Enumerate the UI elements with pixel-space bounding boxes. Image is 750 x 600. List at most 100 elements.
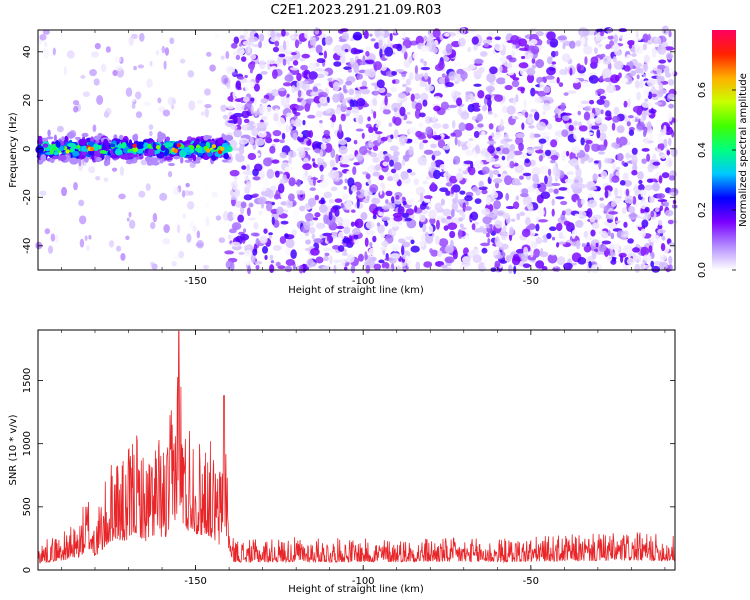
heatmap-cell (656, 193, 666, 199)
heatmap-cell (592, 214, 602, 220)
heatmap-cell (460, 261, 471, 267)
heatmap-cell (243, 194, 253, 201)
heatmap-cell (592, 173, 598, 182)
heatmap-cell (161, 45, 166, 54)
heatmap-cell (330, 248, 335, 252)
heatmap-cell (66, 50, 75, 59)
heatmap-cell (147, 148, 155, 156)
heatmap-cell (262, 177, 270, 188)
heatmap-cell (244, 102, 253, 110)
heatmap-cell (253, 83, 260, 92)
heatmap-cell (329, 159, 335, 167)
heatmap-cell (357, 253, 364, 262)
heatmap-cell (523, 98, 527, 109)
heatmap-cell (119, 153, 129, 160)
heatmap-cell (152, 212, 158, 223)
heatmap-cell (643, 54, 650, 64)
heatmap-cell (430, 143, 437, 149)
heatmap-cell (530, 251, 534, 258)
heatmap-cell (368, 139, 372, 148)
heatmap-cell (143, 101, 152, 106)
heatmap-cell (275, 116, 286, 127)
heatmap-cell (453, 91, 462, 96)
heatmap-cell (274, 40, 280, 47)
heatmap-cell (401, 245, 405, 256)
heatmap-cell (94, 149, 102, 157)
heatmap-cell (333, 259, 341, 264)
heatmap-cell (647, 91, 653, 100)
heatmap-cell (278, 44, 288, 53)
heatmap-cell (444, 245, 454, 254)
heatmap-cell (335, 263, 343, 270)
colorbar-tick-label: 0.0 (697, 262, 708, 278)
heatmap-cell (268, 232, 273, 236)
heatmap-cell (576, 63, 582, 71)
heatmap-cell (393, 161, 402, 171)
heatmap-cell (360, 211, 368, 221)
x-tick-label: -150 (184, 276, 207, 287)
heatmap-cell (194, 139, 200, 145)
heatmap-cell (224, 134, 234, 142)
heatmap-cell (664, 209, 674, 217)
x-tick-label: -100 (352, 276, 375, 287)
heatmap-cell (247, 43, 251, 54)
heatmap-cell (418, 240, 425, 248)
heatmap-cell (280, 220, 289, 225)
heatmap-cell (385, 190, 393, 197)
heatmap-cell (333, 61, 342, 67)
heatmap-cell (254, 110, 258, 117)
heatmap-cell (105, 46, 111, 53)
heatmap-cell (560, 200, 568, 206)
heatmap-cell (625, 153, 630, 158)
heatmap-cell (593, 47, 598, 55)
heatmap-cell (511, 256, 521, 266)
heatmap-cell (294, 118, 302, 127)
heatmap-cell (272, 245, 282, 251)
heatmap-cell (483, 258, 487, 268)
heatmap-cell (611, 252, 616, 257)
heatmap-cell (657, 142, 665, 151)
heatmap-cell (394, 265, 402, 270)
heatmap-cell (526, 239, 531, 245)
heatmap-cell (481, 130, 486, 137)
heatmap-cell (367, 116, 371, 122)
heatmap-cell (535, 31, 544, 37)
heatmap-cell (552, 165, 557, 176)
heatmap-cell (230, 241, 241, 247)
heatmap-cell (533, 146, 544, 150)
heatmap-cell (551, 182, 561, 187)
heatmap-cell (651, 48, 657, 58)
heatmap-cell (660, 243, 666, 252)
heatmap-cell (149, 130, 153, 137)
heatmap-cell (575, 167, 582, 178)
heatmap-cell (336, 50, 346, 57)
heatmap-cell (432, 169, 441, 180)
heatmap-cell (654, 102, 663, 106)
heatmap-cell (404, 236, 414, 241)
heatmap-cell (291, 229, 297, 236)
heatmap-cell (534, 111, 540, 121)
heatmap-cell (523, 246, 529, 256)
heatmap-cell (476, 113, 483, 122)
heatmap-cell (285, 199, 293, 209)
heatmap-cell (634, 39, 639, 49)
heatmap-cell (437, 250, 443, 258)
heatmap-cell (532, 173, 539, 183)
heatmap-cell (197, 153, 204, 157)
heatmap-cell (390, 86, 397, 93)
heatmap-cell (309, 187, 316, 191)
heatmap-cell (406, 168, 413, 173)
heatmap-cell (656, 229, 667, 234)
heatmap-cell (545, 75, 555, 80)
heatmap-cell (64, 135, 69, 144)
heatmap-cell (539, 81, 546, 90)
heatmap-cell (80, 74, 86, 79)
heatmap-cell (432, 150, 442, 157)
heatmap-cell (595, 242, 599, 248)
heatmap-cell (634, 67, 644, 74)
heatmap-cell (136, 141, 145, 149)
heatmap-cell (481, 166, 490, 175)
heatmap-cell (495, 241, 504, 248)
snr-x-ticks: -150 -100 -50 (61, 330, 666, 587)
heatmap-cell (240, 56, 247, 62)
